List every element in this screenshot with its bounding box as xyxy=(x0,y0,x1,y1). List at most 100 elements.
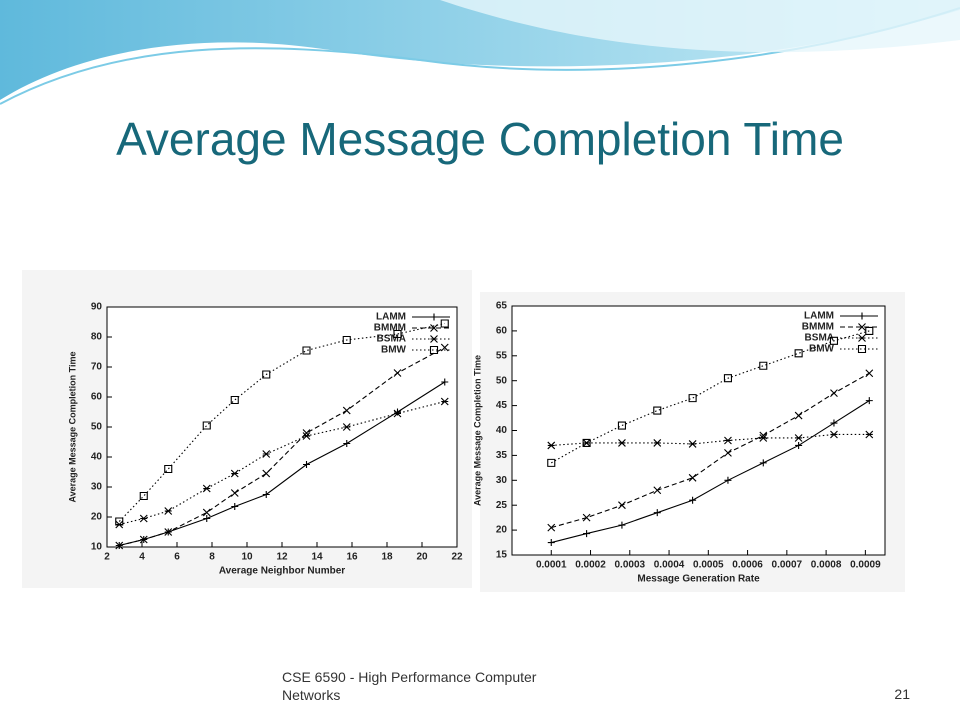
legend-label: BMMM xyxy=(374,323,406,334)
point-marker xyxy=(865,430,874,439)
x-tick-label: 0.0008 xyxy=(811,560,842,571)
point-marker xyxy=(618,521,626,529)
legend-label: LAMM xyxy=(804,311,834,322)
point-marker xyxy=(230,469,239,478)
point-marker xyxy=(689,496,697,504)
point-marker xyxy=(547,523,556,532)
point-marker xyxy=(202,508,211,517)
y-tick-label: 70 xyxy=(91,362,103,373)
x-tick-label: 20 xyxy=(416,552,428,563)
series-line xyxy=(119,347,446,547)
x-tick-label: 2 xyxy=(104,552,110,563)
point-marker xyxy=(342,335,351,345)
legend-marker xyxy=(429,345,439,355)
point-marker xyxy=(164,464,173,474)
y-axis-label: Average Message Completion Time xyxy=(67,351,77,502)
y-tick-label: 90 xyxy=(91,302,103,313)
y-tick-label: 45 xyxy=(496,400,508,411)
point-marker xyxy=(342,406,351,415)
point-marker xyxy=(231,503,239,510)
point-marker xyxy=(139,514,148,523)
point-marker xyxy=(794,434,803,442)
point-marker xyxy=(653,406,662,415)
page-number: 21 xyxy=(894,686,910,702)
point-marker xyxy=(724,449,732,457)
series-line xyxy=(118,322,445,522)
point-marker xyxy=(202,421,211,430)
point-marker xyxy=(617,421,626,430)
point-marker xyxy=(302,346,311,355)
legend-marker xyxy=(858,312,866,320)
x-tick-label: 12 xyxy=(276,552,288,563)
y-tick-label: 55 xyxy=(496,350,508,361)
point-marker xyxy=(139,491,148,501)
point-marker xyxy=(342,423,351,431)
x-tick-label: 0.0005 xyxy=(693,560,724,571)
point-marker xyxy=(547,458,556,467)
x-tick-label: 0.0003 xyxy=(614,560,645,571)
point-marker xyxy=(302,429,311,437)
y-tick-label: 80 xyxy=(91,332,103,343)
point-marker xyxy=(203,515,211,522)
point-marker xyxy=(164,507,173,515)
point-marker xyxy=(394,408,401,416)
point-marker xyxy=(829,336,839,345)
legend-marker xyxy=(857,344,867,354)
point-marker xyxy=(262,469,271,478)
legend-label: BSMA xyxy=(377,334,406,345)
point-marker xyxy=(688,440,697,448)
series-line xyxy=(551,433,870,446)
x-tick-label: 10 xyxy=(241,552,253,563)
point-marker xyxy=(830,389,838,398)
legend-marker xyxy=(430,335,438,343)
point-marker xyxy=(440,343,449,352)
legend-label: BMW xyxy=(381,345,407,356)
y-tick-label: 35 xyxy=(496,450,508,461)
x-tick-label: 4 xyxy=(139,552,145,563)
point-marker xyxy=(343,440,351,447)
point-marker xyxy=(795,441,803,449)
point-marker xyxy=(759,361,768,370)
point-marker xyxy=(724,476,732,484)
x-tick-label: 14 xyxy=(311,552,323,563)
x-tick-label: 0.0009 xyxy=(850,560,881,571)
point-marker xyxy=(724,436,732,445)
point-marker xyxy=(618,501,626,510)
point-marker xyxy=(547,441,556,450)
point-marker xyxy=(618,439,626,447)
point-marker xyxy=(653,439,662,447)
point-marker xyxy=(865,369,874,378)
point-marker xyxy=(303,461,310,468)
point-marker xyxy=(440,397,449,406)
y-tick-label: 60 xyxy=(91,392,103,403)
x-tick-label: 0.0007 xyxy=(772,560,803,571)
legend-marker xyxy=(430,324,438,332)
point-marker xyxy=(688,394,697,403)
legend-label: BMW xyxy=(809,344,835,355)
x-tick-label: 8 xyxy=(209,552,215,563)
point-marker xyxy=(262,370,271,379)
legend-label: LAMM xyxy=(376,312,406,323)
y-tick-label: 50 xyxy=(496,375,508,386)
y-axis-label: Average Message Completion Time xyxy=(472,355,482,506)
point-marker xyxy=(262,491,270,498)
y-tick-label: 30 xyxy=(496,475,508,486)
point-marker xyxy=(115,541,124,550)
footer: CSE 6590 - High Performance Computer Net… xyxy=(282,669,537,703)
y-tick-label: 65 xyxy=(496,301,508,312)
x-tick-label: 16 xyxy=(346,552,358,563)
point-marker xyxy=(583,530,591,538)
point-marker xyxy=(865,397,873,405)
x-tick-label: 18 xyxy=(381,552,393,563)
series-line xyxy=(550,330,870,464)
point-marker xyxy=(230,395,239,405)
x-tick-label: 6 xyxy=(174,552,180,563)
x-tick-label: 0.0006 xyxy=(732,560,763,571)
header-wave xyxy=(0,0,960,105)
legend-marker xyxy=(858,334,866,342)
point-marker xyxy=(759,434,768,442)
point-marker xyxy=(830,430,838,439)
legend-label: BMMM xyxy=(802,322,834,333)
point-marker xyxy=(139,535,148,544)
point-marker xyxy=(830,419,838,427)
